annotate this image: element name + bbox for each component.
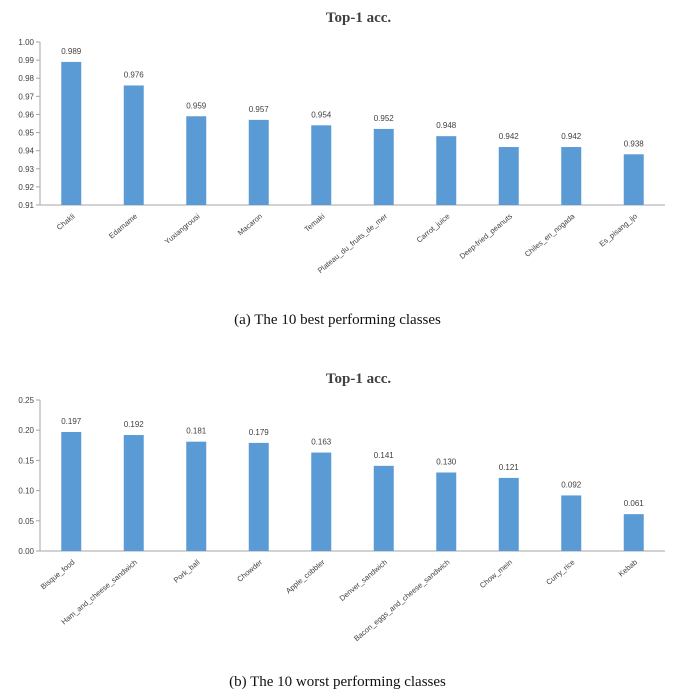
x-tick-label: Temaki — [303, 211, 327, 233]
data-label: 0.141 — [374, 451, 395, 460]
data-label: 0.181 — [186, 427, 207, 436]
y-tick-label: 1.00 — [18, 38, 34, 47]
data-label: 0.121 — [499, 463, 520, 472]
x-tick-label: Curry_rice — [544, 558, 576, 587]
x-tick-label: Carrot_juice — [415, 212, 452, 245]
x-tick-label: Chiles_en_nogada — [523, 211, 577, 259]
bar — [248, 119, 269, 205]
y-tick-label: 0.10 — [18, 487, 34, 496]
caption-worst-classes: (b) The 10 worst performing classes — [229, 674, 446, 690]
x-tick-label: Chakli — [55, 211, 77, 232]
bar — [436, 136, 457, 205]
bar — [186, 116, 207, 205]
data-label: 0.179 — [249, 428, 270, 437]
y-tick-label: 0.99 — [18, 56, 34, 65]
x-tick-label: Es_pisang_ijo — [597, 212, 639, 249]
x-tick-label: Pork_ball — [172, 557, 202, 584]
bar — [123, 435, 144, 551]
data-label: 0.163 — [311, 438, 332, 447]
bar — [561, 147, 582, 205]
x-tick-label: Apple_cobbler — [284, 557, 327, 595]
chart-best-classes: Top-1 acc. 0.91 0.92 0.93 0.94 0.95 0.96 0.97 0.… — [18, 10, 665, 275]
data-label: 0.989 — [61, 47, 82, 56]
bar — [373, 465, 394, 551]
y-tick-label: 0.15 — [18, 456, 34, 465]
data-label: 0.957 — [249, 105, 270, 114]
x-tick-label: Deep-fried_peanuts — [458, 211, 514, 260]
data-label: 0.976 — [124, 70, 145, 79]
y-tick-label: 0.97 — [18, 92, 34, 101]
y-tick-label: 0.94 — [18, 147, 34, 156]
chart-title: Top-1 acc. — [326, 10, 392, 26]
chart-title: Top-1 acc. — [326, 371, 392, 387]
chart-worst-classes: Top-1 acc. 0.00 0.05 0.10 0.15 0.20 0.25 0.197 B… — [18, 371, 665, 643]
bar — [373, 128, 394, 205]
bar — [436, 472, 457, 551]
data-label: 0.942 — [561, 132, 582, 141]
x-tick-label: Macaron — [236, 212, 264, 238]
y-tick-label: 0.96 — [18, 110, 34, 119]
bar — [186, 441, 207, 551]
x-tick-label: Bisque_food — [39, 558, 77, 592]
data-label: 0.197 — [61, 417, 82, 426]
bar — [123, 85, 144, 205]
y-tick-label: 0.05 — [18, 517, 34, 526]
x-tick-label: Chowder — [235, 557, 264, 584]
bar — [61, 432, 82, 551]
data-label: 0.130 — [436, 457, 457, 466]
data-label: 0.948 — [436, 121, 457, 130]
y-tick-label: 0.25 — [18, 396, 34, 405]
x-tick-label: Yuxiangrousi — [163, 211, 202, 246]
data-label: 0.959 — [186, 101, 207, 110]
x-tick-label: Denver_sandwich — [338, 558, 389, 603]
bar — [61, 61, 82, 205]
bar — [623, 514, 644, 551]
data-label: 0.938 — [624, 139, 645, 148]
bar — [311, 125, 332, 205]
data-label: 0.952 — [374, 114, 395, 123]
y-tick-label: 0.92 — [18, 183, 34, 192]
data-label: 0.192 — [124, 420, 145, 429]
y-tick-label: 0.20 — [18, 426, 34, 435]
data-label: 0.942 — [499, 132, 520, 141]
x-tick-label: Edamame — [107, 212, 139, 241]
data-label: 0.061 — [624, 499, 645, 508]
bar — [311, 452, 332, 551]
bar — [248, 442, 269, 551]
y-tick-label: 0.93 — [18, 165, 34, 174]
x-tick-label: Plateau_du_fruits_de_mer — [316, 211, 390, 275]
y-tick-label: 0.91 — [18, 201, 34, 210]
data-label: 0.954 — [311, 110, 332, 119]
y-tick-label: 0.98 — [18, 74, 34, 83]
x-tick-label: Kebab — [617, 558, 639, 579]
y-tick-label: 0.00 — [18, 547, 34, 556]
data-label: 0.092 — [561, 480, 582, 489]
bar — [561, 495, 582, 551]
bar — [498, 147, 519, 205]
bar — [498, 477, 519, 551]
y-tick-label: 0.95 — [18, 129, 34, 138]
bar — [623, 154, 644, 205]
caption-best-classes: (a) The 10 best performing classes — [234, 312, 441, 328]
x-tick-label: Chow_mein — [478, 558, 514, 590]
